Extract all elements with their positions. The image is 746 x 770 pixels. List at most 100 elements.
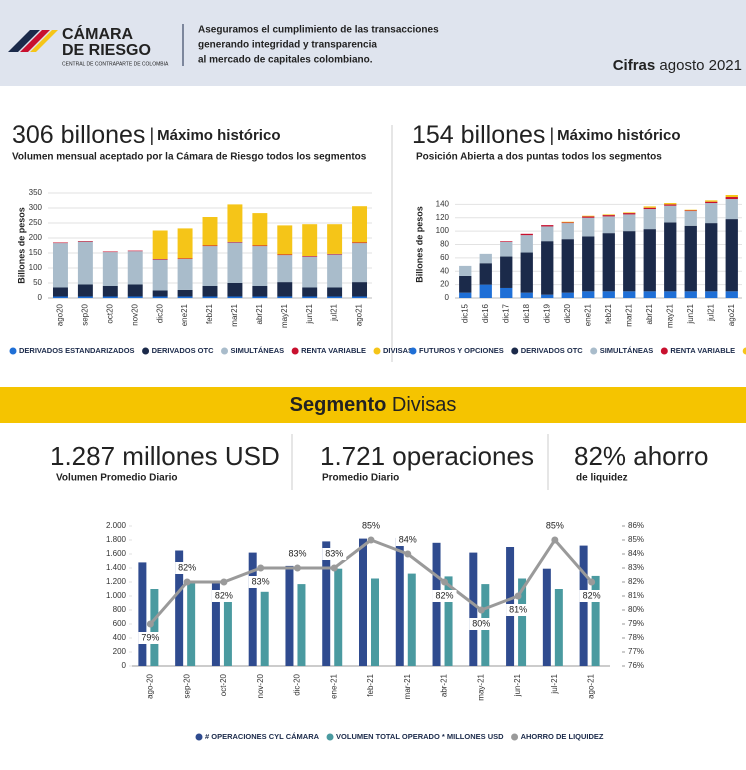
- bar: [579, 545, 588, 666]
- bar-segment: [664, 203, 677, 205]
- x-tick-label: may21: [280, 303, 289, 328]
- message: Aseguramos el cumplimiento de las transa…: [198, 25, 439, 36]
- headline: 306 billones | Máximo histórico: [12, 121, 280, 149]
- y2-tick-label: 82%: [628, 577, 644, 586]
- legend-swatch: [511, 347, 519, 355]
- bar-segment: [459, 275, 472, 293]
- bar-segment: [623, 291, 636, 298]
- bar-segment: [252, 286, 268, 297]
- bar-segment: [725, 195, 738, 198]
- brand-tagline: CENTRAL DE CONTRAPARTE DE COLOMBIA: [62, 61, 169, 67]
- bar-segment: [177, 228, 193, 259]
- bar-segment: [77, 296, 93, 298]
- y2-tick-label: 86%: [628, 521, 644, 530]
- bar-segment: [541, 294, 554, 298]
- line-marker: [588, 578, 596, 586]
- bar-segment: [277, 255, 293, 283]
- brand: DE RIESGO: [62, 42, 151, 59]
- bar-segment: [252, 245, 268, 247]
- value-label-bg: [542, 520, 567, 532]
- y-tick-label: 0: [38, 293, 43, 302]
- line-marker: [477, 606, 485, 614]
- x-tick-label: oct-20: [219, 673, 228, 696]
- value-label: 83%: [288, 548, 306, 558]
- bar-segment: [684, 211, 697, 226]
- bar-segment: [725, 197, 738, 200]
- bar-segment: [202, 286, 218, 297]
- y-tick-label: 1.200: [106, 577, 127, 586]
- bar-segment: [705, 291, 718, 298]
- value-label-bg: [432, 590, 457, 602]
- x-tick-label: nov-20: [256, 673, 265, 698]
- bar-segment: [602, 291, 615, 298]
- bar-segment: [277, 296, 293, 298]
- value-label: 83%: [325, 548, 343, 558]
- stat-value: 1.721 operaciones: [320, 441, 534, 471]
- bar: [297, 584, 306, 666]
- bar-segment: [520, 252, 533, 293]
- bar: [285, 565, 294, 666]
- x-tick-label: abr-21: [440, 673, 449, 697]
- bar: [395, 537, 404, 666]
- legend-label: RENTA VARIABLE: [301, 346, 366, 355]
- bar-segment: [623, 214, 636, 232]
- value-label-bg: [506, 604, 531, 616]
- bar-segment: [152, 259, 168, 291]
- line-marker: [183, 578, 191, 586]
- y2-tick-label: 85%: [628, 535, 644, 544]
- sep: |: [149, 125, 154, 145]
- bar-segment: [725, 219, 738, 292]
- bar-segment: [520, 235, 533, 253]
- x-tick-label: jun21: [686, 303, 695, 324]
- value-label: 82%: [215, 590, 233, 600]
- line-marker: [257, 564, 265, 572]
- y-axis-label: Billones de pesos: [414, 206, 424, 283]
- line-marker: [293, 564, 301, 572]
- x-tick-label: jun-21: [513, 673, 522, 697]
- legend-label: SIMULTÁNEAS: [600, 346, 654, 355]
- y-tick-label: 120: [436, 213, 450, 222]
- y-tick-label: 350: [29, 188, 43, 197]
- y-tick-label: 2.000: [106, 521, 127, 530]
- bar-segment: [127, 284, 143, 297]
- bar-segment: [684, 209, 697, 211]
- bar-segment: [561, 221, 574, 223]
- bar-segment: [352, 242, 368, 244]
- y-tick-label: 20: [440, 280, 449, 289]
- bar-segment: [352, 282, 368, 297]
- y-tick-label: 40: [440, 266, 449, 275]
- bar-segment: [227, 283, 243, 297]
- value-label: 83%: [252, 576, 270, 586]
- value-label: 80%: [472, 618, 490, 628]
- legend-label: AHORRO DE LIQUIDEZ: [521, 732, 604, 741]
- bar-segment: [177, 259, 193, 290]
- bar-segment: [582, 215, 595, 217]
- bar-segment: [152, 296, 168, 298]
- bar-segment: [602, 215, 615, 217]
- legend-swatch: [195, 733, 203, 741]
- bar-segment: [664, 204, 677, 206]
- headline-note: Máximo histórico: [557, 127, 680, 144]
- bar-segment: [479, 253, 492, 264]
- bar-segment: [500, 241, 513, 257]
- headline-note: Máximo histórico: [157, 127, 280, 144]
- x-tick-label: dic18: [522, 303, 531, 323]
- x-tick-label: ene-21: [329, 673, 338, 698]
- bar: [334, 568, 343, 666]
- x-tick-label: feb21: [205, 303, 214, 324]
- bar-segment: [52, 287, 68, 297]
- y-tick-label: 400: [113, 633, 127, 642]
- header-bg: [0, 0, 746, 86]
- y-tick-label: 1.400: [106, 563, 127, 572]
- bar-segment: [77, 284, 93, 297]
- y-tick-label: 0: [122, 661, 127, 670]
- bar: [150, 589, 159, 666]
- legend-label: # OPERACIONES CYL CÁMARA: [205, 732, 320, 741]
- bar-segment: [352, 243, 368, 283]
- legend-swatch: [221, 347, 229, 355]
- legend-label: DIVISAS: [383, 346, 413, 355]
- bar-segment: [500, 256, 513, 288]
- bar-segment: [664, 291, 677, 298]
- y-tick-label: 60: [440, 253, 449, 262]
- x-tick-label: dic19: [542, 303, 551, 323]
